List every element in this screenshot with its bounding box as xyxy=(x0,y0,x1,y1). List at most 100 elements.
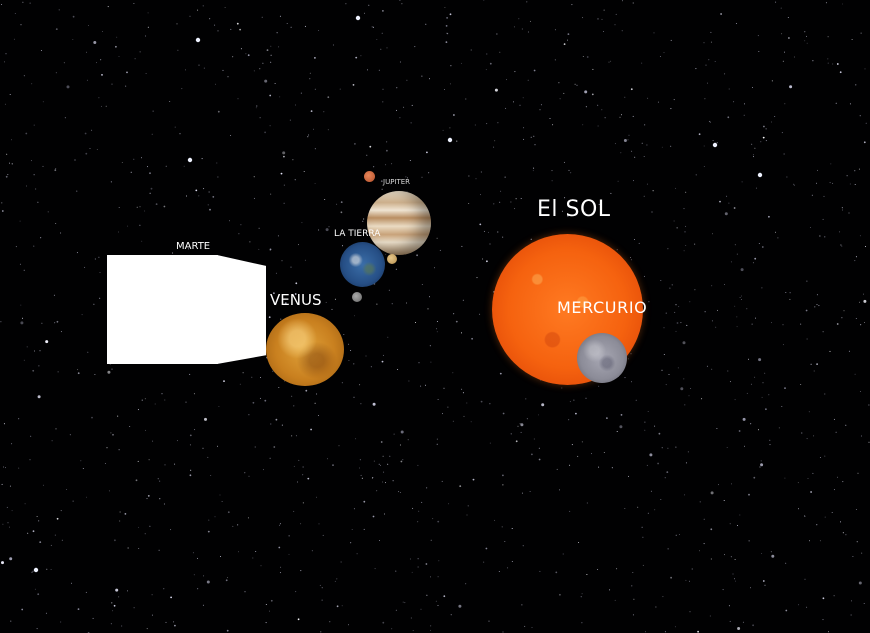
star xyxy=(385,482,386,484)
star xyxy=(232,56,234,58)
star xyxy=(726,447,728,448)
small-moon-tan[interactable] xyxy=(387,254,397,264)
jupiter-sphere[interactable] xyxy=(367,191,431,255)
star xyxy=(694,289,696,291)
star xyxy=(793,184,795,186)
star xyxy=(307,477,310,480)
star xyxy=(372,477,374,478)
star xyxy=(77,372,80,375)
star xyxy=(321,599,323,601)
star xyxy=(533,69,536,72)
star xyxy=(380,464,381,466)
star xyxy=(664,477,666,479)
star xyxy=(816,524,818,526)
star xyxy=(442,129,444,131)
star xyxy=(434,267,435,269)
star xyxy=(771,121,772,123)
star xyxy=(421,284,423,285)
star xyxy=(260,565,262,567)
star xyxy=(448,503,450,505)
star xyxy=(185,401,187,403)
star xyxy=(630,353,632,355)
star xyxy=(203,67,205,69)
mars-cube-front-face[interactable] xyxy=(107,255,218,364)
star xyxy=(646,183,648,185)
star xyxy=(785,609,788,612)
star xyxy=(94,374,96,375)
star xyxy=(573,399,575,401)
star xyxy=(342,245,343,247)
star xyxy=(841,317,843,319)
earth-sphere[interactable] xyxy=(340,242,385,287)
star xyxy=(488,620,490,622)
star xyxy=(216,162,218,164)
star xyxy=(627,139,629,141)
star xyxy=(11,139,12,141)
star xyxy=(810,491,812,493)
star xyxy=(145,429,146,431)
star xyxy=(192,552,194,554)
star xyxy=(468,203,470,204)
star xyxy=(172,252,174,254)
star xyxy=(406,302,407,304)
star xyxy=(735,23,737,24)
star xyxy=(682,341,686,345)
star xyxy=(444,7,446,8)
star xyxy=(436,331,438,333)
star xyxy=(709,121,711,123)
star xyxy=(582,56,584,57)
star xyxy=(581,622,583,624)
star xyxy=(708,120,710,122)
star xyxy=(610,192,612,194)
mars-cube-side-face[interactable] xyxy=(217,255,266,364)
venus-sphere[interactable] xyxy=(266,313,344,386)
star xyxy=(385,164,387,166)
star xyxy=(450,614,452,616)
star xyxy=(118,596,120,598)
star xyxy=(662,596,664,598)
star xyxy=(753,476,756,479)
star xyxy=(147,26,149,28)
star xyxy=(666,471,669,473)
star xyxy=(425,384,426,386)
star xyxy=(185,69,186,71)
star xyxy=(334,298,336,300)
star xyxy=(610,60,612,62)
star xyxy=(376,490,378,492)
small-moon-gray[interactable] xyxy=(352,292,362,302)
star xyxy=(761,246,764,248)
star xyxy=(61,539,63,541)
star xyxy=(822,331,824,333)
star xyxy=(42,484,44,486)
star xyxy=(262,469,264,471)
star xyxy=(554,29,556,31)
star xyxy=(382,88,384,90)
star xyxy=(813,435,815,437)
small-moon-orange[interactable] xyxy=(364,171,375,182)
star xyxy=(849,103,851,105)
star xyxy=(58,9,60,11)
star xyxy=(373,166,375,168)
star xyxy=(644,124,646,126)
star xyxy=(429,296,430,298)
star xyxy=(748,358,749,360)
star xyxy=(195,189,198,192)
star xyxy=(247,517,249,519)
mercury-sphere[interactable] xyxy=(577,333,627,383)
star xyxy=(151,614,153,616)
star xyxy=(712,140,714,141)
star xyxy=(14,13,16,14)
star xyxy=(809,540,810,542)
star xyxy=(60,232,62,234)
star xyxy=(571,4,573,6)
star xyxy=(391,303,393,305)
star xyxy=(740,295,742,297)
star xyxy=(101,74,103,76)
star xyxy=(845,424,847,426)
star xyxy=(529,491,531,492)
star xyxy=(69,434,71,436)
star xyxy=(657,101,659,103)
star xyxy=(288,535,290,537)
star xyxy=(822,218,824,220)
star xyxy=(66,489,68,490)
